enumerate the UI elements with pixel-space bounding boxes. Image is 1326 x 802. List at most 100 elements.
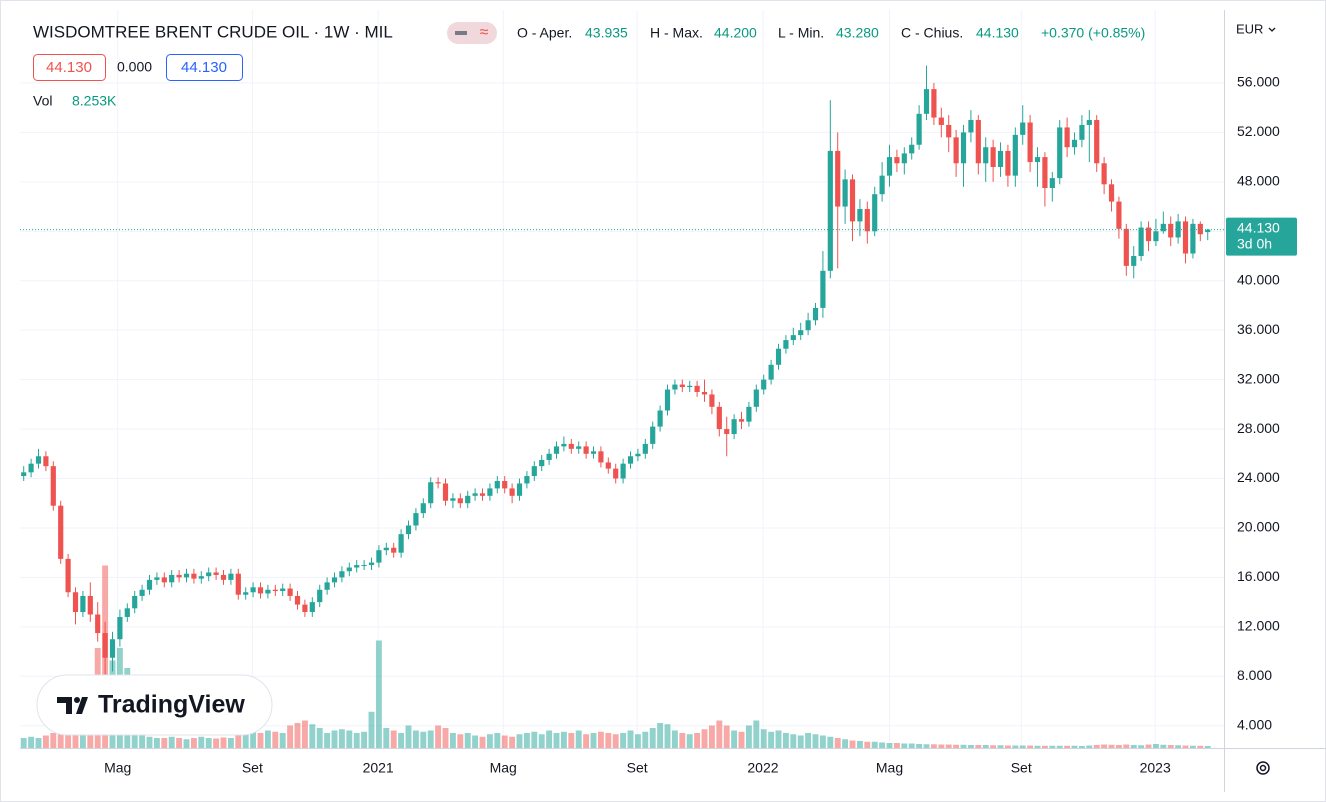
candle-body (383, 547, 389, 551)
volume-bar (464, 733, 471, 748)
volume-bar (708, 725, 715, 748)
volume-bar (183, 739, 190, 748)
settings-icon[interactable] (1256, 761, 1270, 775)
volume-bar (235, 730, 242, 748)
y-tick-label: 28.000 (1237, 420, 1280, 436)
candle-body (561, 443, 567, 447)
candle-body (450, 498, 456, 501)
candle-body (835, 150, 841, 207)
candle-body (1094, 120, 1100, 164)
volume-bar (1034, 745, 1041, 748)
candle-body (849, 179, 856, 222)
candle-body (132, 595, 138, 609)
volume-bar (649, 728, 656, 748)
volume-bar (664, 724, 671, 748)
volume-bar (716, 720, 723, 748)
logo-icon (57, 697, 88, 714)
candle-layer (21, 65, 1211, 689)
volume-bar (331, 730, 338, 748)
volume-bar (72, 725, 79, 748)
volume-bar (827, 736, 834, 748)
candle-body (405, 525, 412, 535)
candle-body (28, 463, 34, 473)
legend-label: L - Min. (778, 25, 824, 41)
candle-body (1042, 157, 1048, 189)
volume-bar (494, 733, 501, 748)
sell-box[interactable] (33, 54, 106, 81)
volume-bar (893, 743, 900, 748)
candle-body (1071, 139, 1078, 148)
volume-bar (1071, 745, 1078, 748)
volume-bar (516, 734, 523, 748)
price-tag-value: 44.130 (1237, 219, 1280, 235)
volume-bar (546, 730, 553, 748)
candle-body (317, 589, 323, 603)
volume-bar (1108, 744, 1115, 748)
candle-body (990, 147, 996, 167)
candle-body (502, 480, 508, 489)
volume-bar (316, 728, 323, 748)
volume-bar (205, 738, 212, 748)
indicator-toggle[interactable] (447, 22, 497, 44)
candle-body (590, 451, 597, 454)
candle-body (287, 588, 293, 596)
volume-bar (390, 730, 397, 748)
x-tick-label: 2023 (1140, 760, 1171, 776)
buy-box[interactable] (166, 54, 243, 81)
candle-body (206, 572, 212, 577)
candle-body (672, 384, 678, 390)
candle-body (309, 602, 315, 613)
symbol-title: WISDOMTREE BRENT CRUDE OIL · 1W · MIL (33, 22, 393, 41)
candle-body (43, 456, 49, 467)
price-tag-countdown: 3d 0h (1237, 235, 1272, 251)
y-tick-label: 12.000 (1237, 618, 1280, 634)
candle-body (1116, 201, 1122, 229)
volume-bar (620, 733, 627, 748)
volume-bar (560, 731, 567, 748)
volume-bar (1115, 745, 1122, 748)
volume-bar (57, 730, 64, 748)
volume-bar (1049, 745, 1056, 748)
price-tag (1226, 217, 1297, 256)
candle-body (605, 462, 611, 469)
volume-bar (368, 711, 375, 748)
candle-body (783, 340, 789, 349)
candle-body (879, 175, 885, 195)
currency[interactable]: EUR (1236, 21, 1263, 36)
candle-body (620, 463, 626, 479)
candle-body (1168, 223, 1174, 238)
volume-bar (220, 737, 227, 748)
candle-body (117, 616, 123, 640)
volume-bar (242, 729, 249, 748)
candle-body (191, 573, 197, 579)
volume-bar (731, 730, 738, 748)
volume-bar (1064, 745, 1071, 748)
candle-body (546, 453, 552, 460)
volume-bar (28, 736, 35, 748)
volume-bar (694, 733, 701, 748)
candle-body (1190, 223, 1196, 254)
volume-bar (435, 725, 442, 748)
volume-bar (819, 735, 826, 748)
volume-bar (1123, 744, 1130, 748)
candle-body (894, 157, 900, 164)
candle-body (391, 547, 397, 553)
volume-bar (65, 728, 72, 748)
volume-bar (760, 729, 767, 748)
candle-body (709, 394, 715, 407)
candle-body (679, 384, 685, 388)
y-tick-label: 48.000 (1237, 173, 1280, 189)
candle-body (753, 389, 759, 407)
volume-bar (50, 733, 57, 748)
volume-bar (642, 731, 649, 748)
volume-bar (42, 735, 49, 748)
y-tick-label: 24.000 (1237, 469, 1280, 485)
volume-bar (930, 744, 937, 748)
volume-bar (531, 731, 538, 748)
candle-body (1145, 227, 1152, 242)
legend-label: O - Aper. (517, 25, 572, 41)
candle-body (50, 466, 56, 506)
volume-bar (190, 738, 197, 748)
candle-body (687, 385, 693, 388)
